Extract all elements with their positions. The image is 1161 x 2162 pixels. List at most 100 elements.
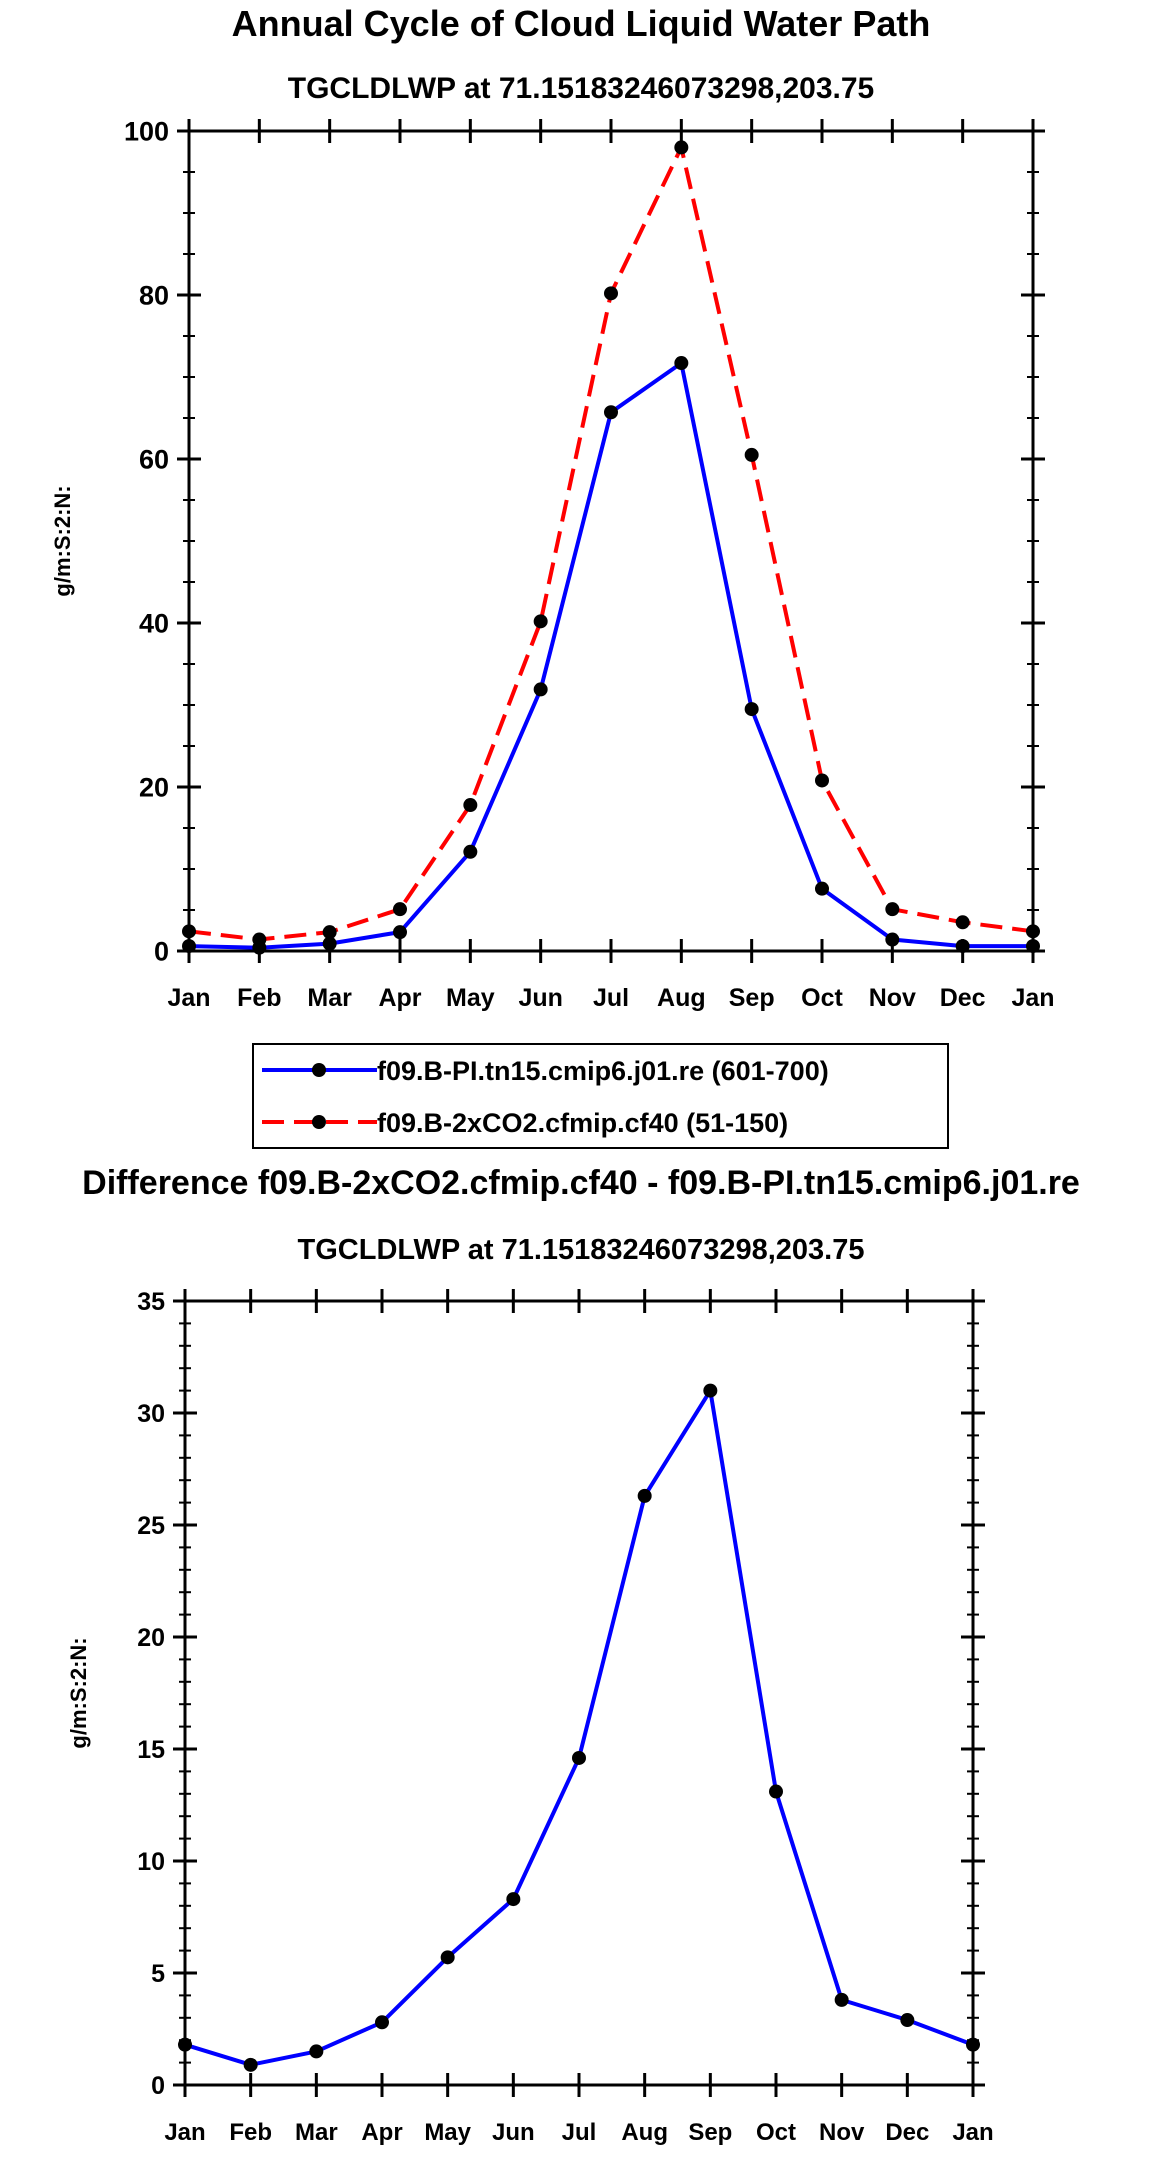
y-tick-label: 0 — [151, 2072, 165, 2100]
y-axis-label: g/m:S:2:N: — [66, 1637, 91, 1748]
plot-frame — [187, 129, 1035, 953]
data-point — [463, 798, 478, 813]
data-point — [1026, 939, 1040, 954]
chart-subtitle: TGCLDLWP at 71.15183246073298,203.75 — [298, 1234, 865, 1266]
data-point — [900, 2013, 915, 2028]
x-tick-label: Oct — [756, 2119, 796, 2146]
data-point — [322, 925, 337, 940]
y-tick-label: 40 — [139, 609, 169, 639]
data-point — [309, 2044, 324, 2059]
data-point — [815, 773, 829, 788]
data-point — [744, 447, 759, 462]
data-point — [440, 1950, 455, 1965]
x-tick-label: Dec — [885, 2119, 929, 2146]
x-tick-label: Jun — [518, 984, 562, 1012]
chart-subtitle: TGCLDLWP at 71.15183246073298,203.75 — [288, 72, 875, 105]
y-tick-label: 20 — [137, 1624, 165, 1652]
x-tick-label: Apr — [378, 984, 421, 1012]
x-tick-label: Mar — [307, 984, 352, 1012]
y-axis-label: g/m:S:2:N: — [50, 485, 75, 596]
x-tick-label: Jul — [562, 2119, 597, 2146]
data-point — [955, 939, 970, 954]
x-tick-label: Mar — [295, 2119, 338, 2146]
series-1 — [182, 356, 1040, 955]
data-point — [182, 939, 196, 954]
data-point — [604, 405, 618, 420]
y-tick-label: 100 — [124, 117, 169, 147]
data-point — [604, 286, 618, 301]
legend-label: f09.B-2xCO2.cfmip.cf40 (51-150) — [377, 1108, 788, 1138]
x-tick-label: Sep — [729, 984, 775, 1012]
data-point — [674, 140, 689, 155]
data-point — [322, 936, 337, 951]
y-tick-label: 25 — [137, 1512, 165, 1540]
data-point — [674, 356, 689, 371]
y-tick-label: 0 — [154, 937, 169, 967]
x-tick-label: Aug — [657, 984, 706, 1012]
chart-panel-1: Annual Cycle of Cloud Liquid Water Path T… — [50, 3, 1055, 1149]
x-tick-label: Jan — [164, 2119, 205, 2146]
plot-frame — [183, 1299, 975, 2087]
chart-title: Annual Cycle of Cloud Liquid Water Path — [232, 3, 931, 44]
x-tick-label: Dec — [940, 984, 986, 1012]
data-point — [533, 614, 548, 629]
legend: f09.B-PI.tn15.cmip6.j01.re (601-700) f09.… — [252, 1043, 949, 1149]
data-point — [834, 1992, 849, 2007]
series-line — [188, 145, 1034, 942]
data-point — [955, 915, 970, 930]
data-point — [463, 844, 478, 859]
x-tick-label: Sep — [688, 2119, 732, 2146]
chart-title: Difference f09.B-2xCO2.cfmip.cf40 - f09.… — [82, 1164, 1080, 1202]
x-tick-label: Jan — [167, 984, 210, 1012]
series-line — [188, 361, 1033, 950]
data-point — [1026, 924, 1040, 939]
data-point — [243, 2057, 258, 2072]
data-point — [885, 932, 900, 947]
chart-panel-2: Difference f09.B-2xCO2.cfmip.cf40 - f09.… — [66, 1164, 1080, 2146]
x-tick-label: Apr — [361, 2119, 402, 2146]
x-tick-label: Jul — [593, 984, 629, 1012]
data-point — [182, 924, 196, 939]
y-tick-label: 30 — [137, 1400, 165, 1428]
data-point — [966, 2037, 980, 2052]
legend-marker — [312, 1063, 326, 1077]
legend-label: f09.B-PI.tn15.cmip6.j01.re (601-700) — [377, 1056, 829, 1086]
y-tick-label: 80 — [139, 281, 169, 311]
legend-marker — [312, 1115, 326, 1129]
x-tick-label: Nov — [819, 2119, 865, 2146]
data-point — [744, 702, 759, 717]
data-point — [178, 2037, 192, 2052]
series-line — [184, 1388, 974, 2067]
data-point — [252, 932, 267, 947]
x-tick-label: Nov — [869, 984, 916, 1012]
series-2 — [182, 140, 1040, 947]
x-tick-label: Oct — [801, 984, 843, 1012]
data-point — [815, 881, 829, 896]
y-tick-label: 15 — [137, 1736, 165, 1764]
data-point — [572, 1750, 586, 1765]
data-point — [375, 2015, 389, 2030]
y-tick-label: 10 — [137, 1848, 165, 1876]
data-point — [393, 925, 407, 940]
data-point — [703, 1383, 718, 1398]
x-tick-label: Feb — [229, 2119, 272, 2146]
data-point — [769, 1784, 783, 1799]
x-tick-label: May — [424, 2119, 471, 2146]
x-tick-label: Jan — [952, 2119, 993, 2146]
data-point — [637, 1488, 652, 1503]
data-point — [393, 902, 407, 917]
y-tick-label: 60 — [139, 445, 169, 475]
x-tick-label: Jun — [492, 2119, 535, 2146]
y-tick-label: 20 — [139, 773, 169, 803]
x-tick-label: May — [446, 984, 495, 1012]
x-tick-label: Aug — [621, 2119, 668, 2146]
y-tick-label: 5 — [151, 1960, 165, 1988]
x-tick-label: Jan — [1011, 984, 1054, 1012]
data-point — [885, 902, 900, 917]
data-point — [506, 1892, 521, 1907]
x-tick-label: Feb — [237, 984, 281, 1012]
legend-box — [252, 1043, 949, 1149]
series-1 — [178, 1383, 980, 2072]
